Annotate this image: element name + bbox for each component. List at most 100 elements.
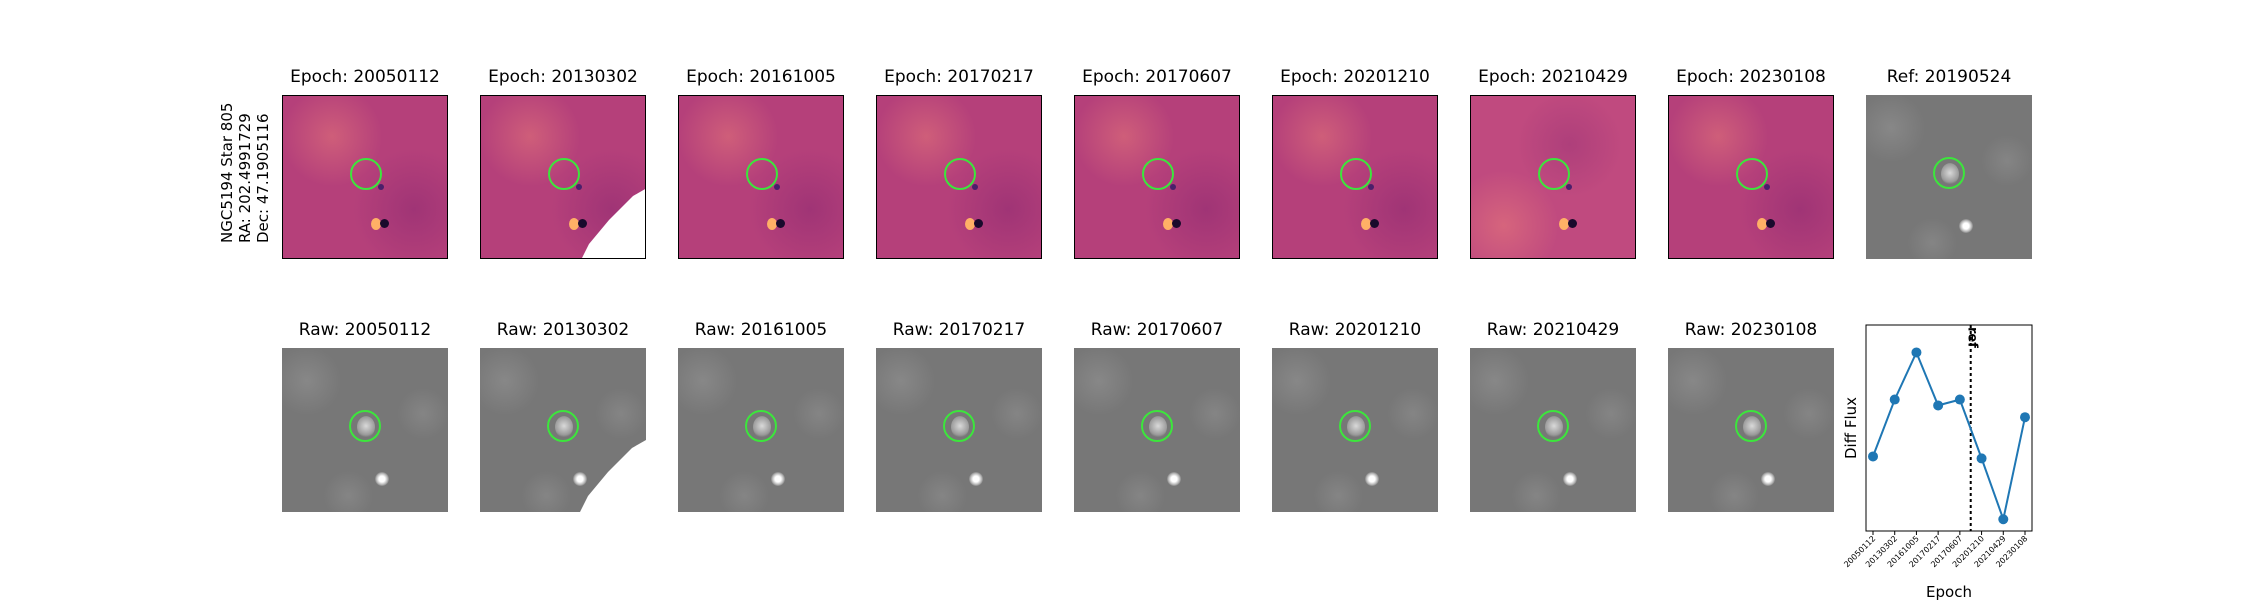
target-circle bbox=[944, 158, 976, 190]
target-circle bbox=[547, 410, 579, 442]
target-circle bbox=[1339, 410, 1371, 442]
data-point bbox=[1889, 394, 1900, 405]
panel-title: Raw: 20161005 bbox=[694, 320, 828, 340]
bright-star bbox=[1959, 219, 1973, 233]
star-residual bbox=[1163, 216, 1183, 232]
y-axis-label: Diff Flux bbox=[1842, 397, 1860, 459]
ref-image bbox=[1866, 95, 2032, 259]
series-line bbox=[1872, 349, 2026, 523]
raw-panel: Raw: 20230108 bbox=[1668, 320, 1834, 512]
diff-image bbox=[876, 95, 1042, 259]
panel-title: Epoch: 20170217 bbox=[884, 67, 1034, 87]
raw-panel: Raw: 20170607 bbox=[1074, 320, 1240, 512]
raw-image bbox=[1470, 348, 1636, 512]
residual-spot bbox=[576, 184, 582, 190]
raw-image bbox=[1272, 348, 1438, 512]
data-point bbox=[1998, 514, 2009, 525]
diff-panel: Epoch: 20050112 bbox=[282, 67, 448, 259]
diff-panel: Epoch: 20230108 bbox=[1668, 67, 1834, 259]
panel-title: Raw: 20230108 bbox=[1684, 320, 1818, 340]
residual-spot bbox=[1170, 184, 1176, 190]
diff-image bbox=[282, 95, 448, 259]
target-circle bbox=[745, 410, 777, 442]
residual-spot bbox=[1566, 184, 1572, 190]
star-residual bbox=[569, 216, 589, 232]
target-circle bbox=[1537, 410, 1569, 442]
bright-star bbox=[1167, 472, 1181, 486]
diff-image bbox=[678, 95, 844, 259]
no-data-mask bbox=[580, 440, 646, 512]
raw-panel: Raw: 20050112 bbox=[282, 320, 448, 512]
data-point bbox=[1976, 453, 1987, 464]
raw-panel: Raw: 20201210 bbox=[1272, 320, 1438, 512]
x-axis-label: Epoch bbox=[1926, 583, 1972, 600]
raw-panel: Raw: 20210429 bbox=[1470, 320, 1636, 512]
panel-title: Raw: 20130302 bbox=[496, 320, 630, 340]
raw-image bbox=[1074, 348, 1240, 512]
target-circle bbox=[1340, 158, 1372, 190]
diff-image bbox=[1470, 95, 1636, 259]
raw-image bbox=[1668, 348, 1834, 512]
panel-title: Epoch: 20170607 bbox=[1082, 67, 1232, 87]
data-point bbox=[2020, 412, 2030, 423]
panel-title: Epoch: 20050112 bbox=[290, 67, 440, 87]
raw-image bbox=[282, 348, 448, 512]
panel-title: Raw: 20170217 bbox=[892, 320, 1026, 340]
bright-star bbox=[573, 472, 587, 486]
panel-title: Raw: 20210429 bbox=[1486, 320, 1620, 340]
diff-panel: Epoch: 20170217 bbox=[876, 67, 1042, 259]
residual-spot bbox=[972, 184, 978, 190]
data-point bbox=[1954, 394, 1965, 405]
star-residual bbox=[1559, 216, 1579, 232]
diff-panel: Epoch: 20201210 bbox=[1272, 67, 1438, 259]
no-data-mask bbox=[582, 189, 645, 258]
star-residual bbox=[371, 216, 391, 232]
target-circle bbox=[1735, 410, 1767, 442]
panel-title: Epoch: 20230108 bbox=[1676, 67, 1826, 87]
diff-image bbox=[1074, 95, 1240, 259]
bright-star bbox=[969, 472, 983, 486]
residual-spot bbox=[774, 184, 780, 190]
bright-star bbox=[1761, 472, 1775, 486]
bright-star bbox=[771, 472, 785, 486]
target-circle bbox=[1538, 158, 1570, 190]
data-points bbox=[1868, 347, 2030, 525]
panel-title: Epoch: 20161005 bbox=[686, 67, 836, 87]
target-circle bbox=[943, 410, 975, 442]
bright-star bbox=[1563, 472, 1577, 486]
ref-panel: Ref: 20190524 bbox=[1866, 67, 2032, 259]
diff-image bbox=[480, 95, 646, 259]
star-residual bbox=[1757, 216, 1777, 232]
panel-title: Raw: 20201210 bbox=[1288, 320, 1422, 340]
data-point bbox=[1911, 347, 1922, 358]
raw-image bbox=[480, 348, 646, 512]
raw-image bbox=[678, 348, 844, 512]
target-circle bbox=[1736, 158, 1768, 190]
panel-title: Epoch: 20201210 bbox=[1280, 67, 1430, 87]
raw-image bbox=[876, 348, 1042, 512]
data-point bbox=[1933, 400, 1944, 411]
diff-image bbox=[1272, 95, 1438, 259]
diff-panel: Epoch: 20161005 bbox=[678, 67, 844, 259]
panel-title: Raw: 20050112 bbox=[298, 320, 432, 340]
raw-panel: Raw: 20170217 bbox=[876, 320, 1042, 512]
residual-spot bbox=[378, 184, 384, 190]
target-circle bbox=[1142, 158, 1174, 190]
residual-spot bbox=[1368, 184, 1374, 190]
bright-star bbox=[1365, 472, 1379, 486]
diff-panel: Epoch: 20170607 bbox=[1074, 67, 1240, 259]
panel-title: Ref: 20190524 bbox=[1886, 67, 2012, 87]
panel-title: Raw: 20170607 bbox=[1090, 320, 1224, 340]
target-circle bbox=[350, 158, 382, 190]
residual-spot bbox=[1764, 184, 1770, 190]
diff-panel: Epoch: 20210429 bbox=[1470, 67, 1636, 259]
star-residual bbox=[767, 216, 787, 232]
diff-image bbox=[1668, 95, 1834, 259]
data-point bbox=[1868, 451, 1878, 462]
x-tick-labels: 2005011220130302201610052017021720170607… bbox=[1842, 531, 2029, 569]
target-circle bbox=[1141, 410, 1173, 442]
target-circle bbox=[548, 158, 580, 190]
star-residual bbox=[965, 216, 985, 232]
target-circle bbox=[746, 158, 778, 190]
